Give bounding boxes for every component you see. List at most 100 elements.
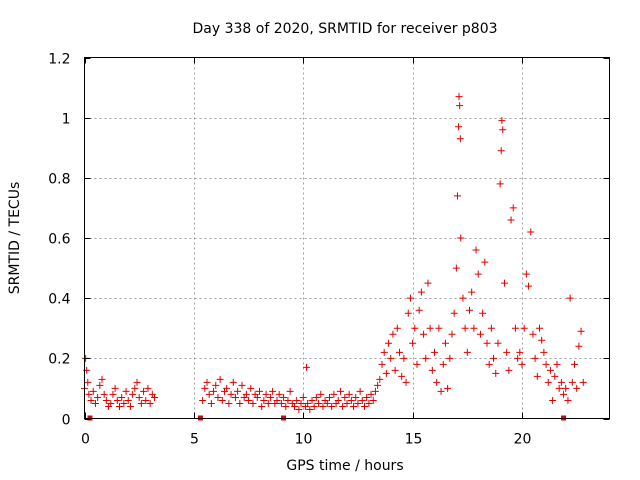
data-point	[142, 396, 150, 404]
data-point	[385, 339, 393, 347]
data-point	[100, 390, 108, 398]
chart-title: Day 338 of 2020, SRMTID for receiver p80…	[192, 21, 497, 37]
data-point	[560, 390, 568, 398]
data-point	[496, 180, 504, 188]
data-point	[229, 378, 237, 386]
data-point	[308, 396, 316, 404]
data-point	[525, 282, 533, 290]
data-point	[387, 354, 395, 362]
data-point	[415, 306, 423, 314]
data-point	[542, 360, 550, 368]
data-point	[466, 306, 473, 314]
data-point	[522, 270, 530, 278]
data-point	[85, 390, 93, 398]
data-point	[551, 372, 559, 380]
data-point	[404, 309, 412, 317]
data-point	[409, 339, 417, 347]
data-point	[315, 399, 323, 407]
data-point	[533, 372, 541, 380]
data-point	[137, 399, 145, 407]
data-point	[568, 378, 576, 386]
data-point	[507, 216, 515, 224]
data-point	[446, 354, 454, 362]
data-point	[280, 393, 288, 401]
data-point	[402, 378, 410, 386]
x-tick-label: 5	[190, 432, 199, 448]
data-point	[339, 402, 347, 410]
data-point	[422, 354, 430, 362]
data-point	[87, 396, 95, 404]
data-point	[540, 348, 548, 356]
data-point	[456, 102, 464, 110]
data-point	[126, 402, 134, 410]
y-tick-label: 0.4	[48, 292, 70, 308]
data-point	[520, 324, 528, 332]
data-point	[450, 309, 458, 317]
data-point	[249, 399, 257, 407]
data-point	[538, 336, 546, 344]
data-point	[553, 360, 561, 368]
data-point	[350, 402, 358, 410]
data-point	[371, 387, 379, 395]
x-axis-title: GPS time / hours	[286, 458, 403, 474]
data-point	[131, 384, 139, 392]
data-point	[481, 258, 489, 266]
data-point	[299, 393, 307, 401]
data-point	[461, 324, 469, 332]
data-point	[118, 393, 126, 401]
data-point	[549, 396, 557, 404]
data-point	[376, 375, 384, 383]
data-point	[463, 348, 471, 356]
data-point	[505, 366, 513, 374]
data-point	[564, 396, 572, 404]
data-point	[258, 402, 266, 410]
data-point	[225, 399, 233, 407]
data-point	[472, 246, 480, 254]
data-point	[113, 396, 121, 404]
data-points	[81, 93, 587, 413]
data-point	[297, 399, 305, 407]
y-tick-label: 0.2	[48, 352, 70, 368]
data-point	[234, 387, 242, 395]
data-point	[396, 348, 403, 356]
data-point	[328, 402, 336, 410]
data-point	[544, 378, 552, 386]
data-point	[529, 330, 537, 338]
data-point	[304, 399, 312, 407]
data-point	[116, 402, 123, 410]
data-point	[151, 393, 158, 401]
axis-ticks: 0 0.2 0.4 0.6 0.8 1 1.2 0 5 10 15 20	[48, 52, 610, 448]
data-point	[212, 381, 220, 389]
data-point	[306, 405, 314, 413]
data-point	[334, 396, 342, 404]
data-point	[457, 234, 465, 242]
y-tick-label: 1.2	[48, 52, 70, 68]
data-point	[455, 93, 463, 101]
data-point	[367, 390, 375, 398]
data-point	[205, 390, 213, 398]
data-point	[514, 354, 522, 362]
data-point	[310, 402, 318, 410]
data-point	[511, 324, 519, 332]
data-point	[236, 399, 244, 407]
data-point	[433, 378, 441, 386]
data-point	[275, 390, 283, 398]
data-point	[417, 288, 425, 296]
data-point	[144, 384, 152, 392]
data-point	[369, 396, 377, 404]
data-point	[273, 396, 281, 404]
data-point	[343, 399, 351, 407]
y-tick-label: 0.8	[48, 172, 70, 188]
data-point	[358, 396, 366, 404]
data-point	[476, 330, 484, 338]
data-point	[293, 396, 301, 404]
data-point	[323, 399, 331, 407]
data-point	[107, 399, 115, 407]
data-point	[361, 402, 368, 410]
data-point	[400, 354, 408, 362]
data-point	[448, 330, 456, 338]
data-point	[317, 390, 325, 398]
data-point	[295, 405, 303, 413]
data-point	[341, 393, 349, 401]
